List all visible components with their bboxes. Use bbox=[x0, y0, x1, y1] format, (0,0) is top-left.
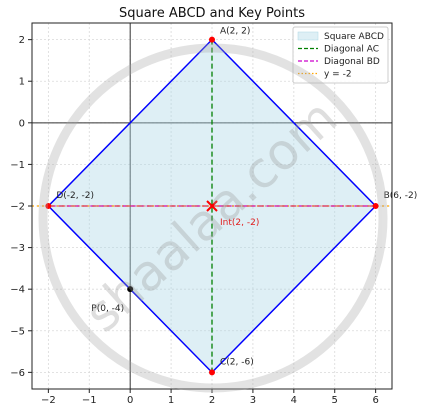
y-tick-label: −4 bbox=[10, 285, 25, 296]
chart-title: Square ABCD and Key Points bbox=[119, 6, 305, 21]
point-marker bbox=[45, 203, 52, 209]
point-marker bbox=[127, 286, 134, 293]
point-label: D(-2, -2) bbox=[56, 191, 94, 201]
point-label: Int(2, -2) bbox=[220, 218, 259, 228]
y-tick-label: −3 bbox=[10, 243, 25, 254]
point-marker bbox=[209, 36, 215, 43]
y-tick-label: 2 bbox=[19, 35, 25, 46]
y-tick-label: −2 bbox=[10, 202, 25, 213]
legend-label: Diagonal AC bbox=[324, 45, 379, 55]
point-label: B(6, -2) bbox=[384, 191, 418, 201]
point-label: C(2, -6) bbox=[220, 357, 254, 367]
x-tick-label: 3 bbox=[250, 395, 256, 406]
y-tick-label: −6 bbox=[10, 368, 25, 379]
point-label: P(0, -4) bbox=[91, 304, 124, 314]
x-tick-label: −2 bbox=[41, 395, 56, 406]
x-tick-label: −1 bbox=[82, 395, 97, 406]
point-marker bbox=[372, 203, 379, 209]
cross-stroke bbox=[206, 200, 218, 212]
legend-label: y = -2 bbox=[324, 70, 352, 80]
x-tick-label: 2 bbox=[209, 395, 215, 406]
legend-box bbox=[292, 26, 389, 84]
intersection-marker bbox=[206, 200, 218, 212]
point-marker bbox=[209, 369, 215, 376]
x-tick-label: 6 bbox=[372, 395, 378, 406]
legend-label: Diagonal BD bbox=[324, 57, 380, 67]
watermark-ring bbox=[38, 43, 388, 393]
point-label: A(2, 2) bbox=[220, 27, 250, 37]
y-tick-label: −1 bbox=[10, 160, 25, 171]
x-tick-label: 5 bbox=[332, 395, 338, 406]
x-tick-label: 4 bbox=[291, 395, 297, 406]
y-tick-label: 1 bbox=[19, 77, 25, 88]
x-tick-label: 1 bbox=[168, 395, 174, 406]
legend-swatch bbox=[297, 31, 319, 41]
legend-label: Square ABCD bbox=[324, 32, 384, 42]
x-tick-label: 0 bbox=[127, 395, 133, 406]
y-tick-label: −5 bbox=[10, 326, 25, 337]
legend: Square ABCD Diagonal AC Diagonal BD y = -2 bbox=[292, 26, 389, 84]
y-tick-label: 0 bbox=[19, 118, 25, 129]
